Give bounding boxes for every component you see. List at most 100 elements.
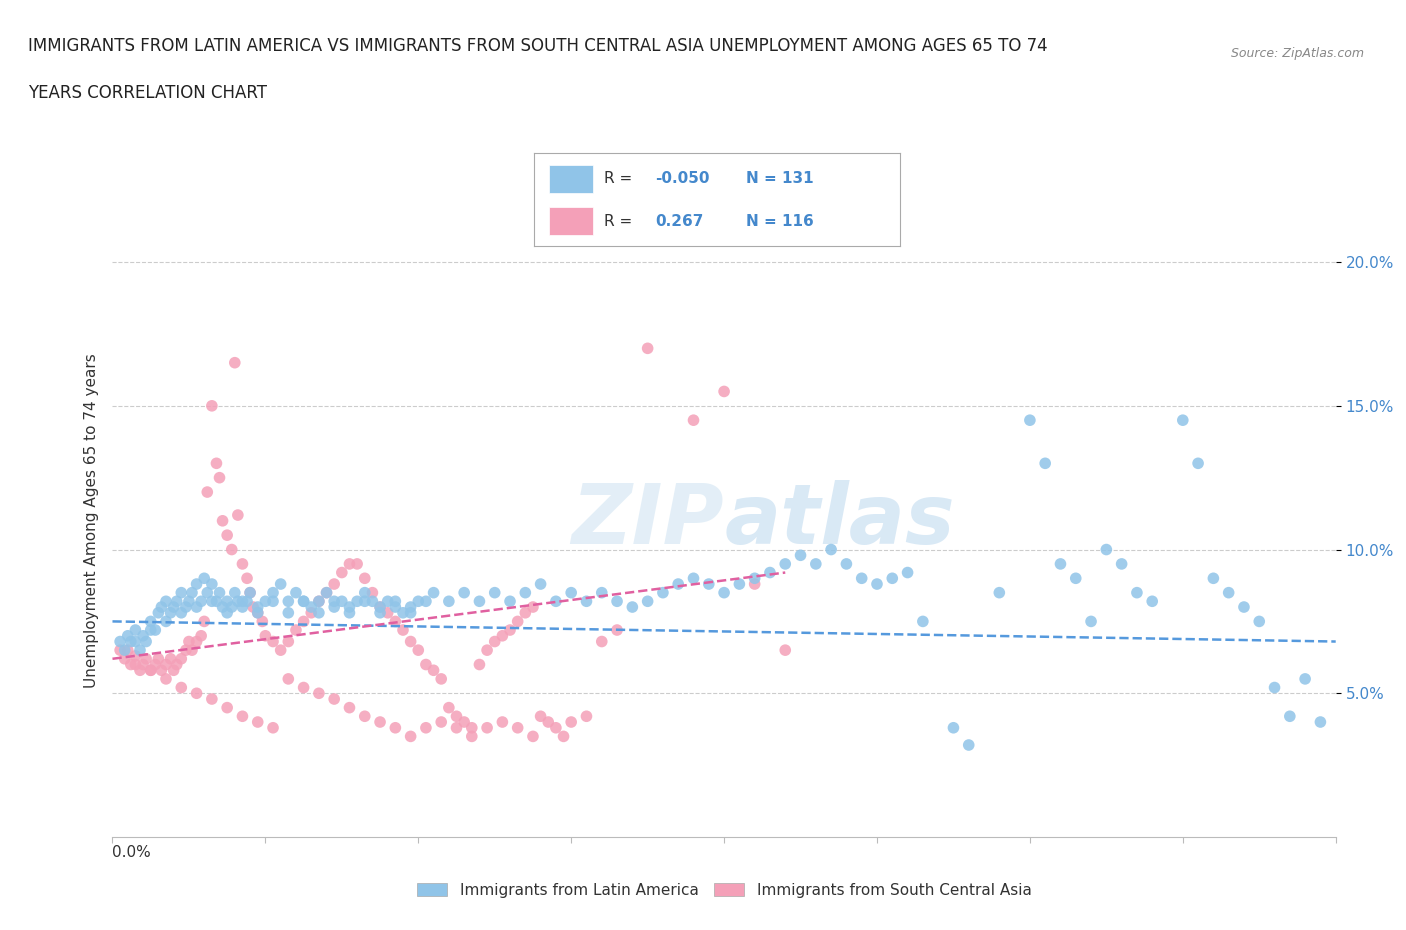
Point: [270, 577, 292, 591]
Point: [652, 585, 675, 600]
Point: [177, 634, 200, 649]
Point: [339, 700, 361, 715]
Point: [399, 605, 422, 620]
Point: [114, 651, 136, 666]
Point: [553, 729, 575, 744]
Point: [224, 585, 246, 600]
Point: [166, 658, 188, 672]
Point: [637, 594, 659, 609]
Point: [353, 709, 375, 724]
Point: [399, 729, 422, 744]
Point: [775, 643, 797, 658]
Point: [117, 643, 139, 658]
Point: [208, 585, 231, 600]
Point: [560, 585, 582, 600]
Point: [186, 577, 208, 591]
Point: [155, 671, 177, 686]
Point: [292, 680, 315, 695]
Point: [759, 565, 782, 580]
Point: [201, 692, 224, 707]
Point: [166, 594, 188, 609]
Point: [461, 729, 484, 744]
Point: [399, 634, 422, 649]
Point: [170, 680, 193, 695]
Point: [377, 605, 399, 620]
Point: [744, 577, 766, 591]
Point: [139, 614, 162, 629]
Point: [515, 585, 537, 600]
Point: [392, 605, 415, 620]
Point: [1218, 585, 1240, 600]
Point: [181, 643, 204, 658]
Point: [1095, 542, 1118, 557]
Point: [190, 629, 212, 644]
Point: [231, 556, 253, 571]
Point: [544, 594, 567, 609]
Point: [453, 585, 475, 600]
Text: IMMIGRANTS FROM LATIN AMERICA VS IMMIGRANTS FROM SOUTH CENTRAL ASIA UNEMPLOYMENT: IMMIGRANTS FROM LATIN AMERICA VS IMMIGRA…: [28, 37, 1047, 55]
Point: [353, 594, 375, 609]
Point: [399, 600, 422, 615]
Point: [239, 585, 262, 600]
Point: [201, 594, 224, 609]
Point: [211, 600, 233, 615]
Point: [139, 622, 162, 637]
Point: [1111, 556, 1133, 571]
Point: [606, 594, 628, 609]
Point: [242, 600, 264, 615]
Point: [1018, 413, 1040, 428]
Point: [148, 605, 170, 620]
Point: [108, 643, 131, 658]
Point: [277, 605, 299, 620]
Point: [499, 594, 522, 609]
Point: [361, 585, 384, 600]
Point: [422, 663, 444, 678]
Point: [150, 600, 173, 615]
Point: [575, 594, 598, 609]
Point: [308, 685, 330, 700]
Point: [292, 614, 315, 629]
Point: [560, 714, 582, 729]
Point: [744, 571, 766, 586]
Point: [159, 651, 181, 666]
Point: [346, 556, 368, 571]
Point: [201, 577, 224, 591]
Point: [299, 600, 322, 615]
Text: YEARS CORRELATION CHART: YEARS CORRELATION CHART: [28, 84, 267, 101]
Point: [368, 605, 391, 620]
Point: [246, 600, 269, 615]
Point: [221, 600, 243, 615]
Point: [682, 571, 704, 586]
Point: [195, 485, 218, 499]
Point: [522, 600, 544, 615]
Point: [942, 721, 965, 736]
Point: [205, 456, 228, 471]
Point: [591, 585, 613, 600]
Point: [236, 571, 259, 586]
Point: [224, 355, 246, 370]
Point: [132, 629, 155, 644]
Point: [392, 622, 415, 637]
Point: [1249, 614, 1271, 629]
Point: [1309, 714, 1331, 729]
Point: [284, 622, 308, 637]
Point: [820, 542, 842, 557]
Point: [262, 634, 284, 649]
Text: N = 116: N = 116: [747, 214, 814, 229]
Point: [1264, 680, 1286, 695]
Point: [186, 685, 208, 700]
Point: [499, 622, 522, 637]
Point: [139, 663, 162, 678]
Point: [254, 594, 277, 609]
Point: [143, 658, 166, 672]
Point: [491, 629, 513, 644]
Point: [226, 594, 249, 609]
Point: [262, 585, 284, 600]
Point: [437, 594, 460, 609]
Point: [217, 605, 239, 620]
Point: [408, 643, 430, 658]
Point: [190, 594, 212, 609]
Point: [155, 594, 177, 609]
Point: [195, 585, 218, 600]
Point: [217, 527, 239, 542]
